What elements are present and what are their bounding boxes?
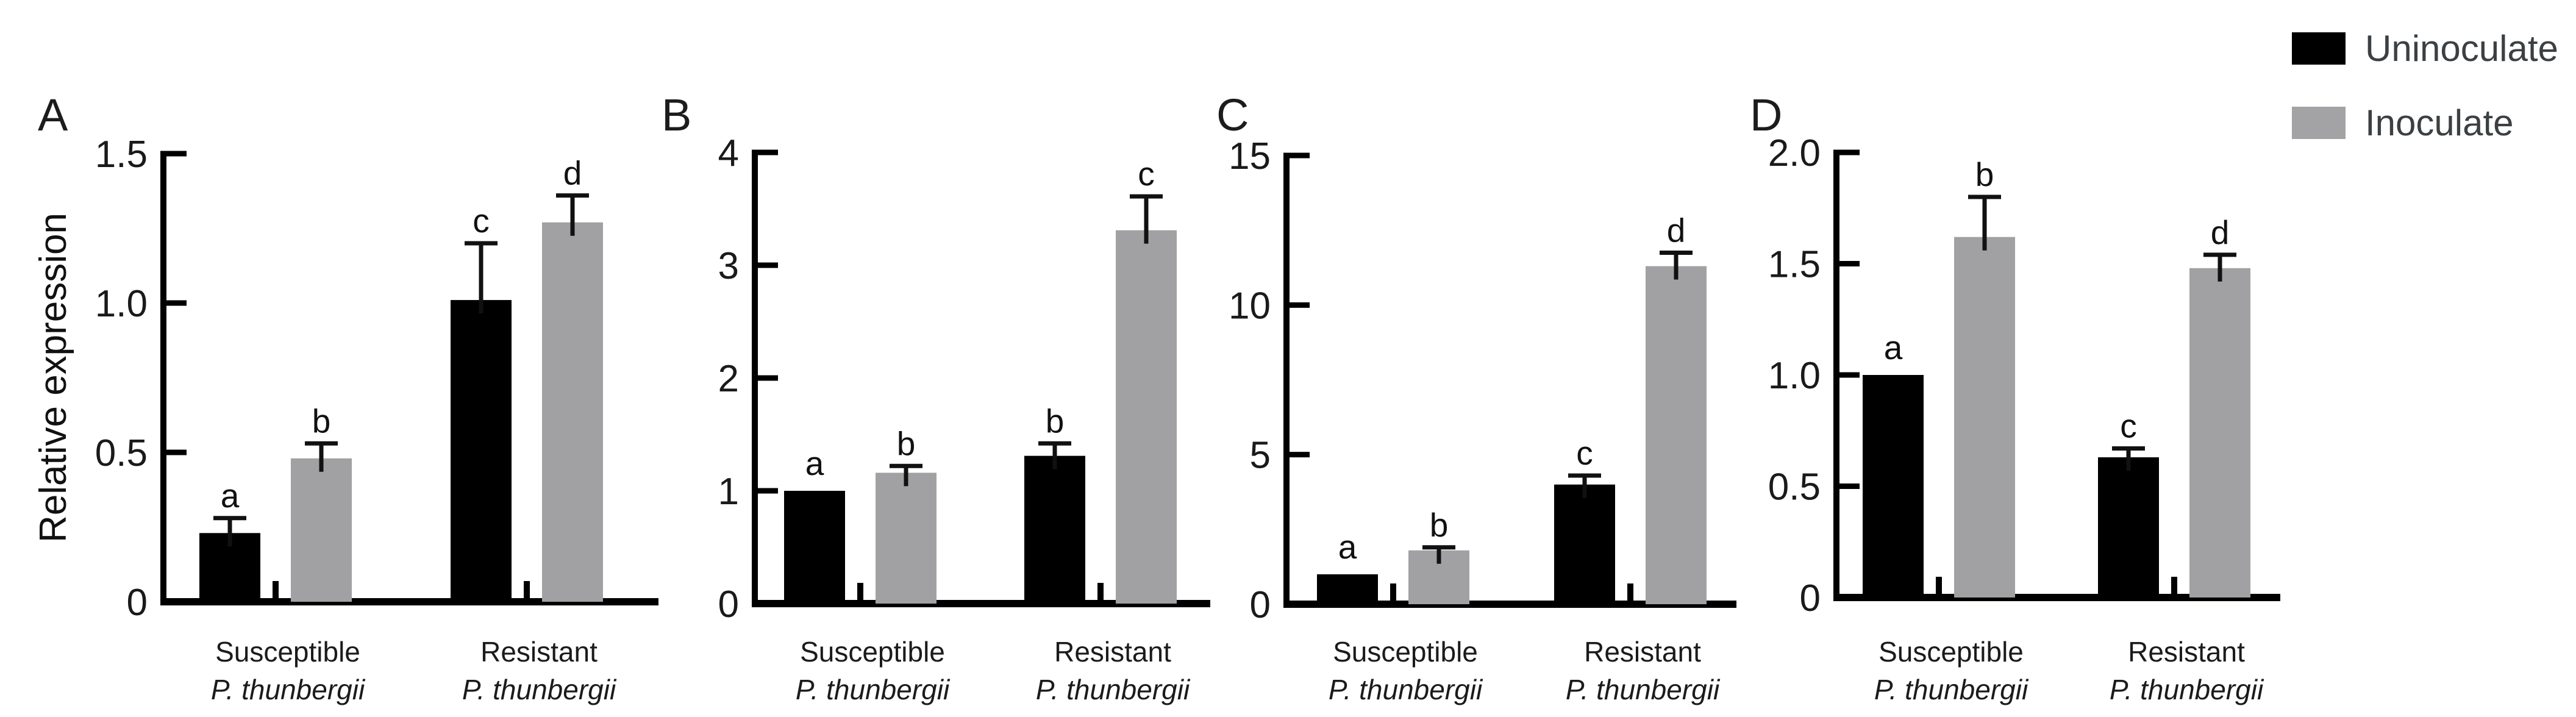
bar-A-susceptible-inoculate	[291, 458, 352, 602]
bar-B-resistant-uninoculate	[1024, 455, 1085, 604]
y-tick-label-A-0: 0	[127, 582, 148, 624]
bar-D-susceptible-inoculate	[1954, 237, 2015, 598]
y-tick-label-C-15: 15	[1229, 135, 1271, 177]
legend: Uninoculate Inoculate	[2292, 27, 2558, 143]
y-tick-label-D-1.0: 1.0	[1768, 355, 1821, 397]
panel-letter-D: D	[1750, 90, 1782, 140]
bar-A-resistant-uninoculate	[451, 300, 512, 602]
legend-item-inoculate: Inoculate	[2292, 102, 2558, 143]
y-tick-label-D-1.5: 1.5	[1768, 244, 1821, 286]
sig-letter-A-susceptible-inoculate: b	[312, 402, 331, 440]
sig-letter-C-susceptible-uninoculate: a	[1338, 528, 1357, 566]
x-label-B-group2-line1: Resistant	[1054, 636, 1171, 668]
x-label-D-group1-line2: P. thunbergii	[1874, 674, 2029, 705]
y-tick-label-B-3: 3	[718, 245, 739, 287]
sig-letter-D-resistant-uninoculate: c	[2120, 407, 2137, 444]
legend-swatch-uninoculate-icon	[2292, 32, 2346, 65]
y-tick-label-B-0: 0	[718, 583, 739, 626]
x-label-B-group1-line2: P. thunbergii	[796, 674, 951, 705]
legend-item-uninoculate: Uninoculate	[2292, 27, 2558, 69]
x-tick-D-group2	[2171, 577, 2177, 598]
legend-label-uninoculate: Uninoculate	[2365, 27, 2558, 69]
x-label-D-group1-line1: Susceptible	[1878, 636, 2024, 668]
bar-D-resistant-uninoculate	[2098, 457, 2159, 598]
y-tick-label-C-5: 5	[1250, 435, 1271, 477]
y-tick-label-B-2: 2	[718, 358, 739, 400]
panel-letter-A: A	[38, 90, 68, 140]
y-tick-label-B-1: 1	[718, 471, 739, 513]
y-tick-label-A-1.0: 1.0	[95, 283, 148, 325]
y-tick-label-B-4: 4	[718, 132, 739, 174]
panel-letter-B: B	[662, 90, 691, 140]
x-label-A-group2-line1: Resistant	[480, 636, 598, 668]
y-tick-label-C-0: 0	[1250, 584, 1271, 626]
x-tick-B-group1	[857, 583, 863, 604]
bar-B-susceptible-uninoculate	[784, 491, 845, 604]
x-label-C-group2-line2: P. thunbergii	[1566, 674, 1721, 705]
sig-letter-C-resistant-inoculate: d	[1667, 211, 1686, 249]
sig-letter-A-resistant-uninoculate: c	[473, 202, 490, 240]
x-label-C-group2-line1: Resistant	[1584, 636, 1701, 668]
x-label-A-group1-line2: P. thunbergii	[211, 674, 366, 705]
sig-letter-B-resistant-inoculate: c	[1138, 155, 1155, 193]
x-label-B-group1-line1: Susceptible	[800, 636, 945, 668]
x-label-A-group1-line1: Susceptible	[215, 636, 360, 668]
legend-label-inoculate: Inoculate	[2365, 102, 2514, 143]
bar-B-resistant-inoculate	[1116, 230, 1177, 604]
panel-D: D 0 0.5 1.0 1.5 2.0 a b Susceptible P. thunbergii…	[1750, 90, 2280, 705]
panel-B: B 0 1 2 3 4 a b Susceptible P. thunbergii b c Resist…	[662, 90, 1210, 705]
sig-letter-C-susceptible-inoculate: b	[1430, 506, 1449, 544]
sig-letter-D-susceptible-inoculate: b	[1975, 155, 1994, 193]
y-tick-label-D-2.0: 2.0	[1768, 132, 1821, 174]
x-tick-B-group2	[1097, 583, 1104, 604]
x-label-A-group2-line2: P. thunbergii	[462, 674, 617, 705]
sig-letter-D-resistant-inoculate: d	[2211, 213, 2230, 251]
y-tick-label-D-0: 0	[1800, 577, 1821, 619]
bar-C-resistant-inoculate	[1646, 266, 1707, 605]
panel-A: A Relative expression 0 0.5 1.0 1.5 a b Suscepti…	[32, 90, 658, 705]
x-label-B-group2-line2: P. thunbergii	[1036, 674, 1191, 705]
x-label-C-group1-line2: P. thunbergii	[1329, 674, 1483, 705]
panel-C: C 0 5 10 15 a b Susceptible P. thunbergii c d Resis…	[1216, 90, 1736, 705]
sig-letter-A-resistant-inoculate: d	[563, 154, 582, 192]
y-axis-title: Relative expression	[32, 213, 74, 543]
y-tick-label-C-10: 10	[1229, 285, 1271, 327]
bar-B-susceptible-inoculate	[876, 473, 937, 604]
x-tick-A-group2	[524, 581, 530, 602]
y-tick-label-A-1.5: 1.5	[95, 134, 148, 176]
y-tick-label-D-0.5: 0.5	[1768, 466, 1821, 508]
bar-C-resistant-uninoculate	[1554, 484, 1615, 604]
bar-D-susceptible-uninoculate	[1863, 375, 1924, 598]
x-tick-C-group1	[1390, 583, 1396, 604]
sig-letter-B-susceptible-uninoculate: a	[805, 444, 824, 482]
sig-letter-D-susceptible-uninoculate: a	[1884, 329, 1903, 366]
bar-C-susceptible-uninoculate	[1317, 574, 1378, 604]
bar-A-resistant-inoculate	[542, 222, 603, 602]
x-tick-D-group1	[1936, 577, 1942, 598]
x-label-D-group2-line2: P. thunbergii	[2110, 674, 2264, 705]
panel-letter-C: C	[1216, 90, 1249, 140]
sig-letter-C-resistant-uninoculate: c	[1576, 434, 1593, 472]
sig-letter-B-susceptible-inoculate: b	[897, 424, 916, 462]
y-tick-label-A-0.5: 0.5	[95, 432, 148, 474]
sig-letter-A-susceptible-uninoculate: a	[221, 477, 240, 515]
x-tick-A-group1	[273, 581, 279, 602]
x-tick-C-group2	[1627, 583, 1633, 604]
sig-letter-B-resistant-uninoculate: b	[1046, 402, 1065, 440]
legend-swatch-inoculate-icon	[2292, 107, 2346, 139]
x-label-D-group2-line1: Resistant	[2128, 636, 2245, 668]
x-label-C-group1-line1: Susceptible	[1333, 636, 1478, 668]
bar-D-resistant-inoculate	[2189, 268, 2250, 598]
